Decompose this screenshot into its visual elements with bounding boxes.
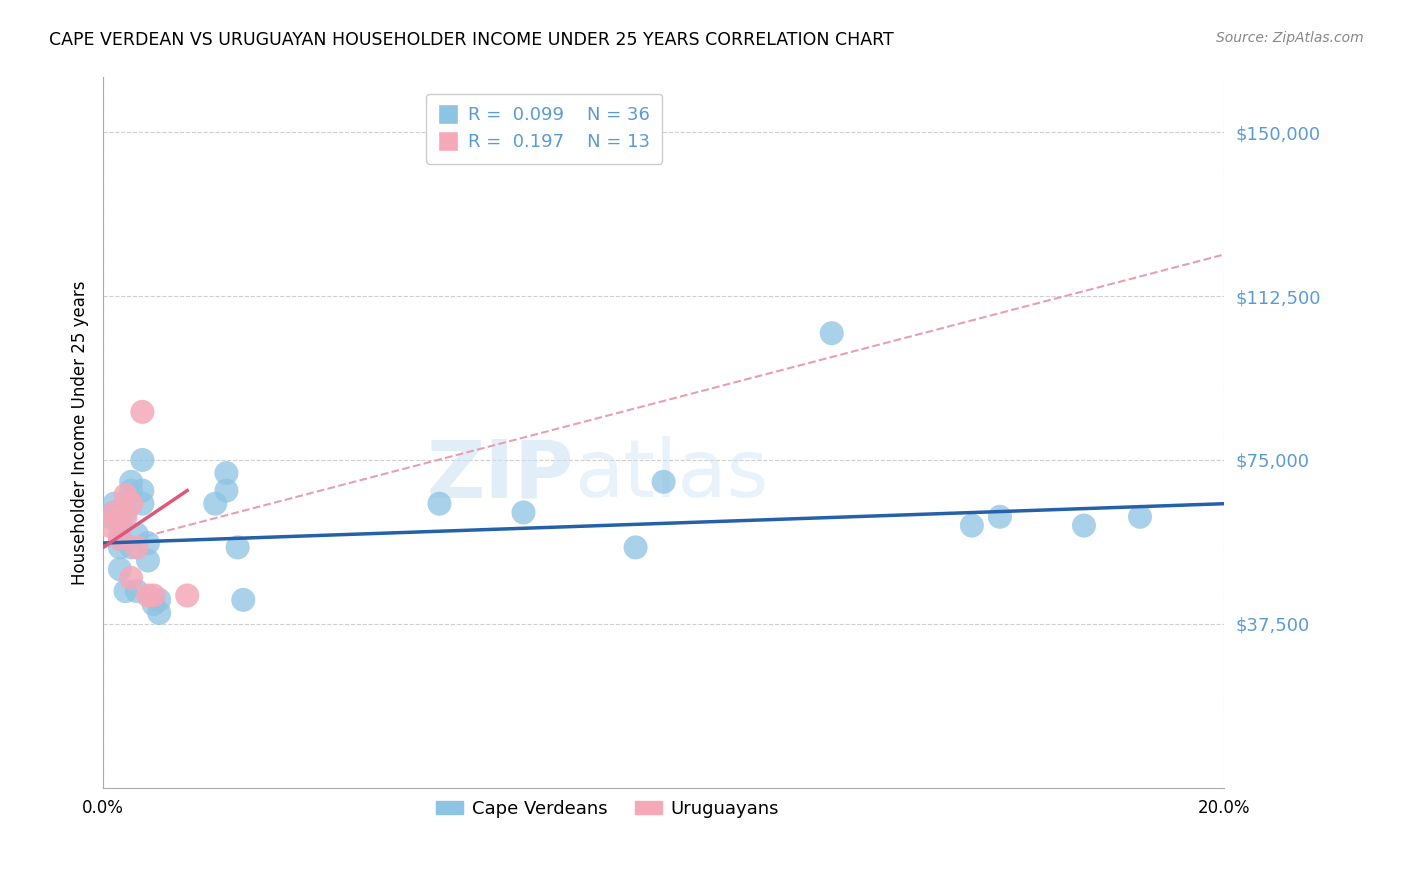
Point [131, 405, 153, 419]
Text: Source: ZipAtlas.com: Source: ZipAtlas.com [1216, 31, 1364, 45]
Point [125, 541, 148, 555]
Point [1073, 518, 1095, 533]
Point [148, 593, 170, 607]
Point [821, 326, 844, 341]
Point [97, 518, 120, 533]
Point [125, 527, 148, 541]
Point [176, 589, 198, 603]
Point [960, 518, 983, 533]
Point [232, 593, 254, 607]
Point [108, 518, 131, 533]
Point [131, 453, 153, 467]
Point [114, 488, 136, 502]
Point [512, 505, 534, 519]
Point [114, 505, 136, 519]
Point [120, 483, 142, 498]
Point [148, 606, 170, 620]
Point [108, 509, 131, 524]
Point [120, 541, 142, 555]
Point [136, 589, 159, 603]
Text: CAPE VERDEAN VS URUGUAYAN HOUSEHOLDER INCOME UNDER 25 YEARS CORRELATION CHART: CAPE VERDEAN VS URUGUAYAN HOUSEHOLDER IN… [49, 31, 894, 49]
Legend: Cape Verdeans, Uruguayans: Cape Verdeans, Uruguayans [429, 793, 786, 825]
Point [114, 584, 136, 599]
Point [120, 475, 142, 489]
Point [97, 509, 120, 524]
Point [103, 505, 125, 519]
Point [131, 483, 153, 498]
Point [226, 541, 249, 555]
Point [120, 571, 142, 585]
Point [142, 589, 165, 603]
Point [204, 497, 226, 511]
Point [1129, 509, 1152, 524]
Text: atlas: atlas [574, 436, 768, 515]
Point [114, 509, 136, 524]
Point [103, 497, 125, 511]
Point [108, 541, 131, 555]
Point [624, 541, 647, 555]
Point [215, 483, 238, 498]
Point [136, 553, 159, 567]
Text: ZIP: ZIP [426, 436, 574, 515]
Point [108, 562, 131, 576]
Point [125, 584, 148, 599]
Point [136, 536, 159, 550]
Point [215, 466, 238, 480]
Point [429, 497, 451, 511]
Point [108, 532, 131, 546]
Point [988, 509, 1011, 524]
Point [142, 597, 165, 611]
Point [108, 532, 131, 546]
Point [120, 497, 142, 511]
Point [103, 505, 125, 519]
Point [131, 497, 153, 511]
Y-axis label: Householder Income Under 25 years: Householder Income Under 25 years [72, 280, 89, 585]
Point [652, 475, 675, 489]
